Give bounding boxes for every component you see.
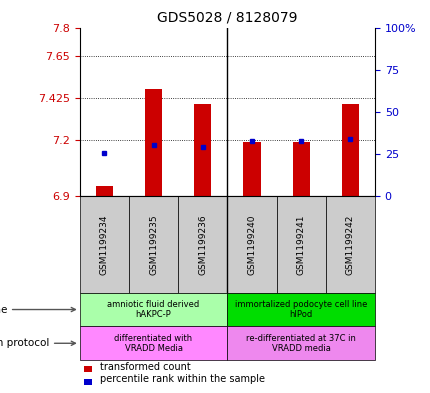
FancyBboxPatch shape	[276, 196, 325, 293]
Bar	[95, 186, 113, 196]
Title: GDS5028 / 8128079: GDS5028 / 8128079	[157, 11, 297, 25]
Bar	[341, 105, 358, 196]
Bar	[292, 142, 309, 196]
Text: GSM1199236: GSM1199236	[198, 214, 207, 275]
FancyBboxPatch shape	[80, 196, 129, 293]
Text: amniotic fluid derived
hAKPC-P: amniotic fluid derived hAKPC-P	[107, 300, 199, 319]
Bar	[194, 105, 211, 196]
Bar	[144, 89, 162, 196]
Text: GSM1199242: GSM1199242	[345, 214, 354, 275]
FancyBboxPatch shape	[227, 196, 276, 293]
FancyBboxPatch shape	[178, 196, 227, 293]
Text: GSM1199241: GSM1199241	[296, 214, 305, 275]
Bar	[243, 142, 260, 196]
FancyBboxPatch shape	[227, 327, 374, 360]
FancyBboxPatch shape	[80, 327, 227, 360]
FancyBboxPatch shape	[80, 293, 227, 327]
Text: percentile rank within the sample: percentile rank within the sample	[100, 375, 265, 384]
FancyBboxPatch shape	[227, 293, 374, 327]
FancyBboxPatch shape	[325, 196, 374, 293]
FancyBboxPatch shape	[129, 196, 178, 293]
Text: differentiated with
VRADD Media: differentiated with VRADD Media	[114, 334, 192, 353]
Text: growth protocol: growth protocol	[0, 338, 75, 348]
Text: immortalized podocyte cell line
hIPod: immortalized podocyte cell line hIPod	[234, 300, 366, 319]
Bar	[84, 379, 92, 385]
Text: GSM1199234: GSM1199234	[100, 214, 109, 275]
Text: transformed count: transformed count	[100, 362, 191, 372]
Text: GSM1199235: GSM1199235	[149, 214, 158, 275]
Text: cell line: cell line	[0, 305, 75, 314]
Text: GSM1199240: GSM1199240	[247, 214, 256, 275]
Text: re-differentiated at 37C in
VRADD media: re-differentiated at 37C in VRADD media	[246, 334, 355, 353]
Bar	[84, 366, 92, 373]
